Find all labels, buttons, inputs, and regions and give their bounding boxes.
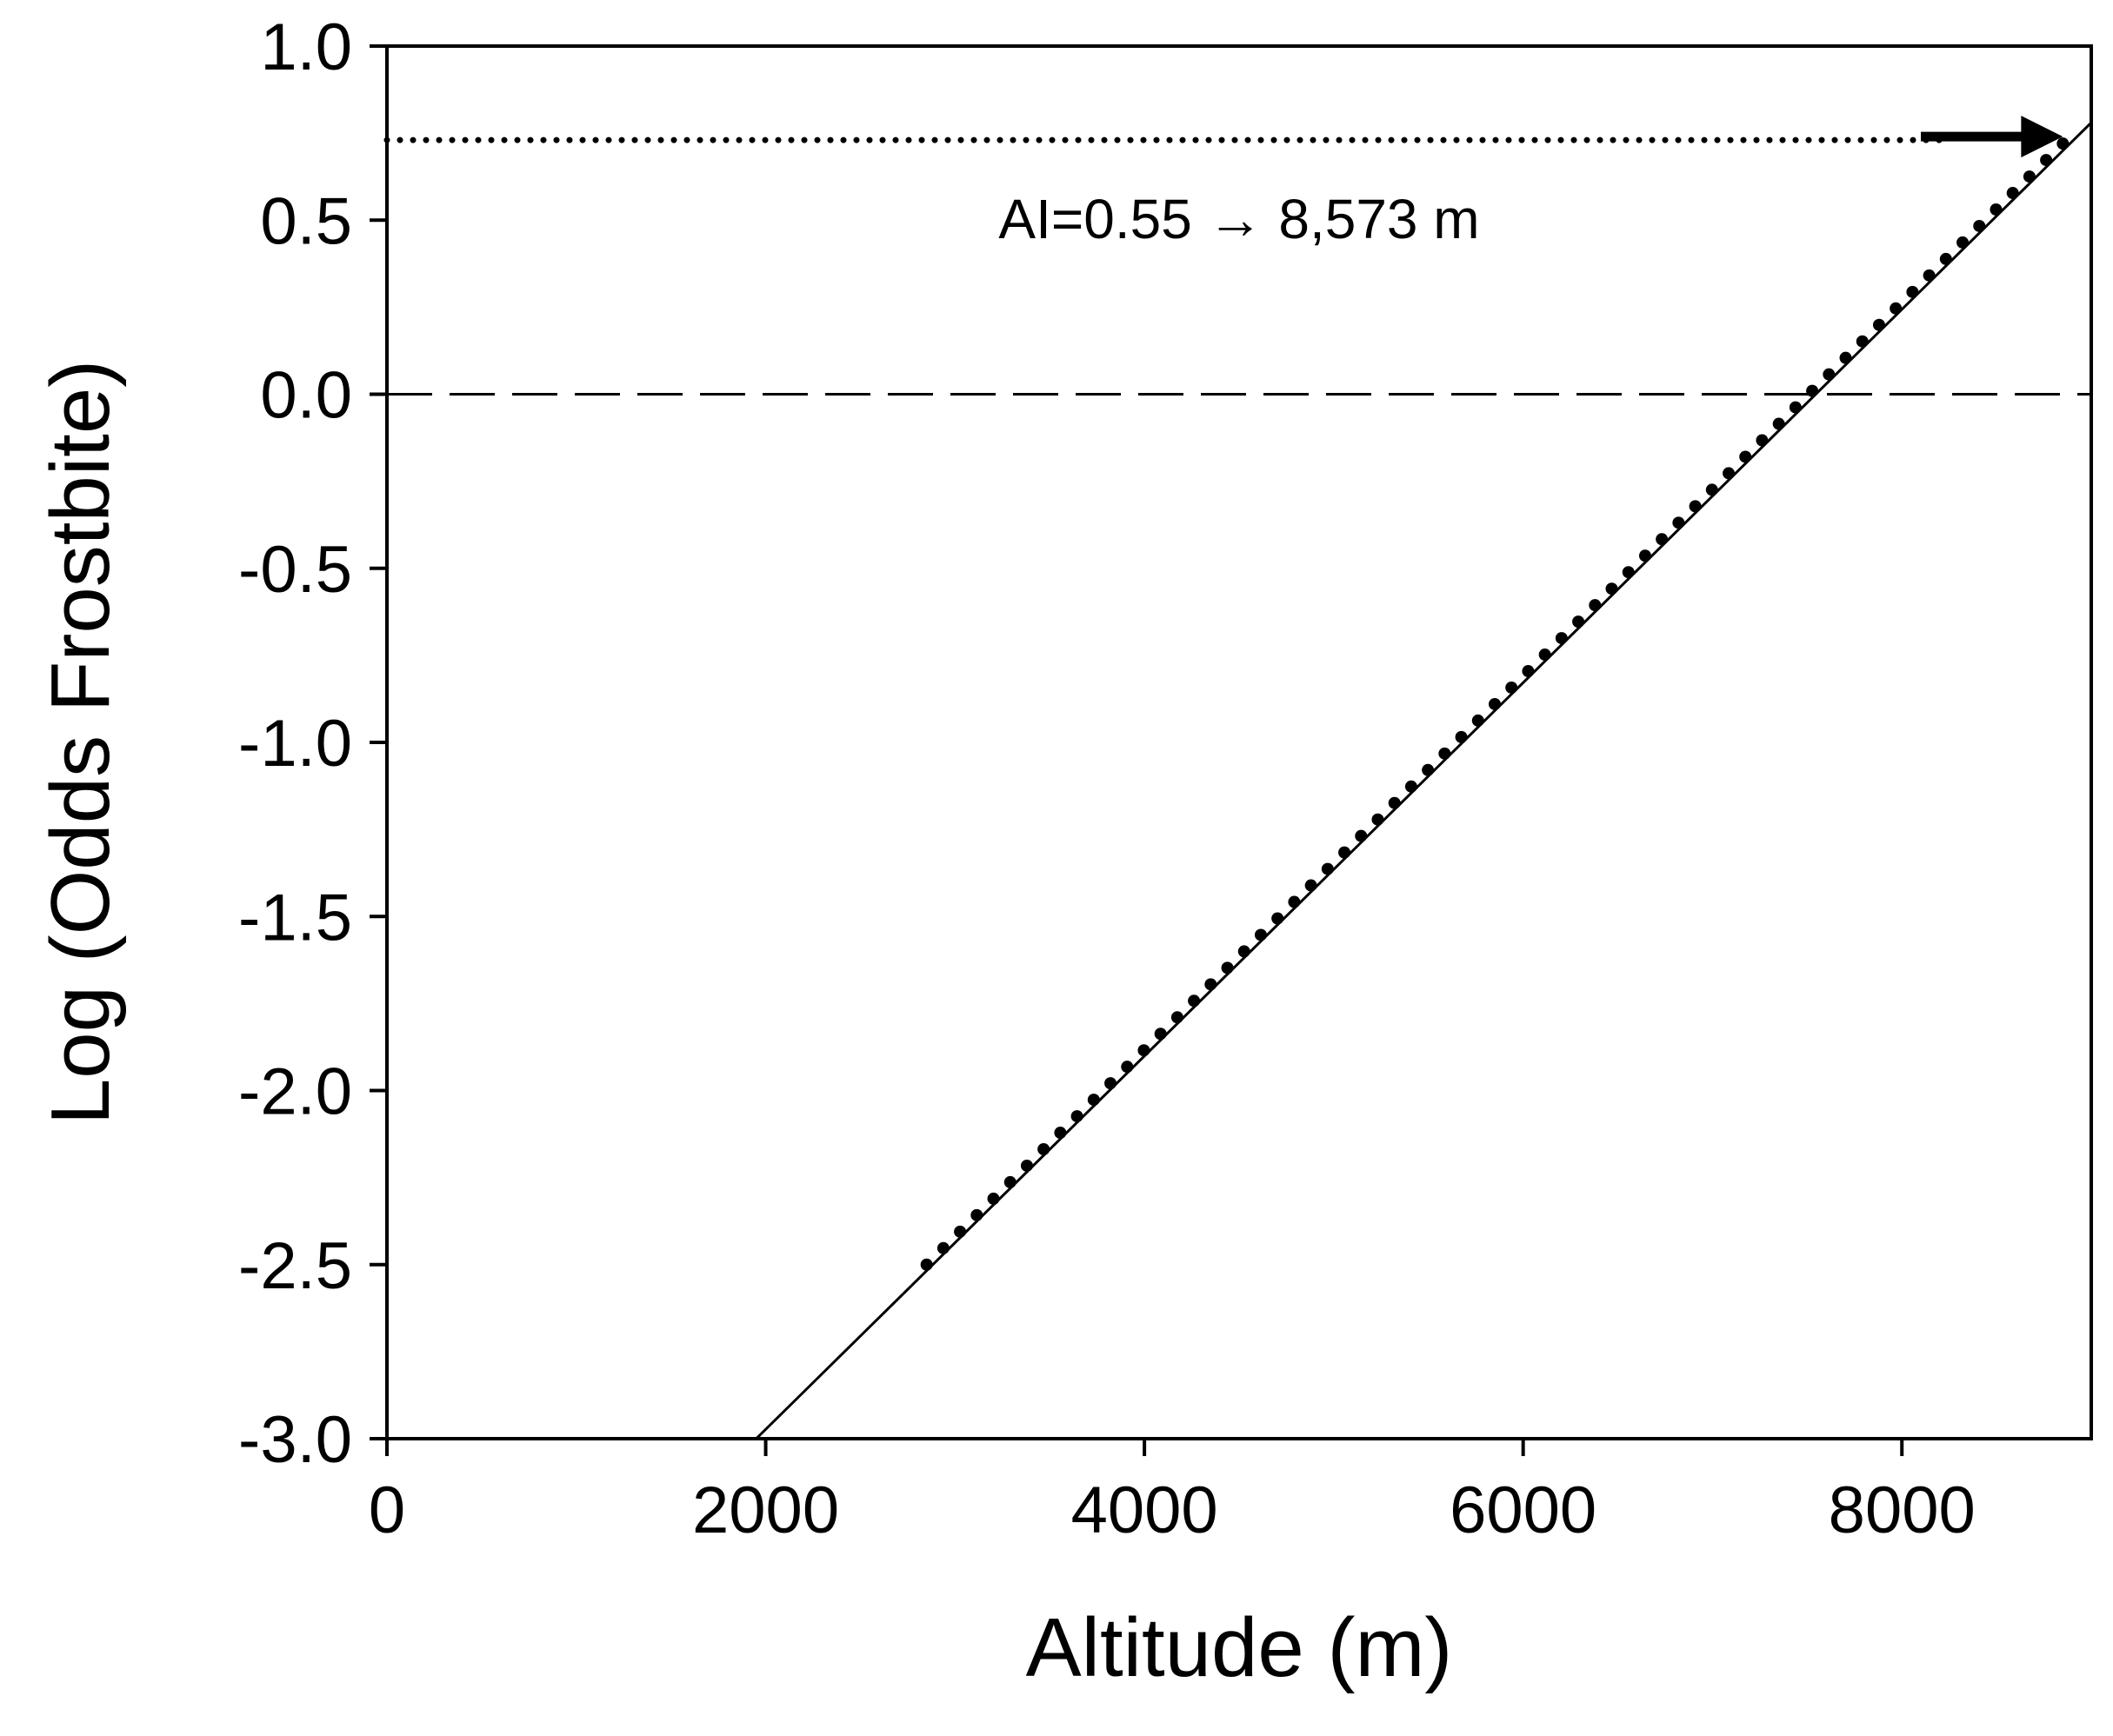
series-point — [2006, 187, 2019, 200]
series-point — [1288, 895, 1301, 908]
series-point — [1872, 318, 1885, 331]
x-tick-label: 8000 — [1829, 1473, 1976, 1547]
y-tick-label: -1.0 — [238, 707, 352, 781]
series-point — [1154, 1028, 1167, 1041]
x-axis-title: Altitude (m) — [1026, 1601, 1453, 1694]
series-point — [1739, 450, 1752, 463]
series-point — [1705, 483, 1718, 496]
series-point — [970, 1208, 983, 1221]
series-point — [1689, 500, 1702, 513]
series-point — [2056, 137, 2070, 150]
series-point — [1956, 236, 1970, 249]
series-point — [1355, 829, 1368, 842]
x-tick-label: 4000 — [1071, 1473, 1218, 1547]
series-point — [1304, 879, 1317, 892]
series-point — [1137, 1044, 1150, 1057]
y-tick-label: -3.0 — [238, 1403, 352, 1477]
dotted-series — [920, 137, 2070, 1271]
series-point — [1806, 384, 1819, 397]
series-point — [1271, 912, 1284, 925]
y-tick-label: 0.0 — [260, 359, 352, 433]
series-point — [1672, 516, 1685, 529]
series-point — [1489, 697, 1501, 710]
series-point — [1204, 978, 1217, 991]
series-point — [1104, 1077, 1117, 1090]
series-point — [1638, 549, 1651, 562]
series-point — [1422, 763, 1435, 776]
series-point — [1237, 945, 1250, 958]
y-axis-title: Log (Odds Frostbite) — [34, 360, 127, 1125]
series-point — [2023, 170, 2036, 183]
series-point — [1371, 813, 1384, 826]
series-point — [1555, 632, 1568, 645]
series-point — [1438, 747, 1451, 760]
series-point — [1756, 434, 1769, 447]
series-point — [1505, 681, 1518, 694]
series-point — [2040, 154, 2053, 167]
y-tick-label: -2.5 — [238, 1229, 352, 1303]
series-point — [1471, 714, 1484, 727]
series-point — [1121, 1061, 1134, 1074]
series-point — [1321, 862, 1334, 875]
y-axis-ticks: 1.0 0.5 0.0 -0.5 -1.0 -1.5 -2.0 -2.5 -3.0 — [238, 10, 387, 1477]
series-point — [1789, 401, 1802, 414]
series-point — [987, 1192, 1000, 1205]
series-point — [1890, 302, 1903, 315]
series-point — [1973, 219, 1986, 232]
series-point — [1923, 269, 1936, 282]
series-point — [954, 1225, 967, 1238]
series-point — [1037, 1142, 1050, 1155]
series-point — [1404, 780, 1417, 793]
x-tick-label: 0 — [369, 1473, 405, 1547]
series-point — [1388, 796, 1401, 809]
series-point — [1188, 994, 1201, 1008]
series-point — [1572, 615, 1585, 629]
series-point — [1605, 582, 1618, 595]
series-point — [1338, 846, 1351, 859]
series-point — [1070, 1110, 1083, 1123]
plot-frame — [385, 44, 2093, 1440]
reference-lines — [383, 136, 2091, 396]
series-point — [1221, 961, 1234, 974]
series-layer — [755, 116, 2093, 1440]
series-point — [1087, 1094, 1100, 1107]
y-tick-label: -1.5 — [238, 881, 352, 954]
series-point — [1839, 351, 1852, 364]
series-point — [1020, 1159, 1033, 1172]
regression-line — [755, 122, 2093, 1440]
series-point — [1656, 533, 1669, 546]
series-point — [1538, 649, 1551, 662]
series-point — [1003, 1175, 1017, 1188]
series-point — [1455, 730, 1468, 743]
series-point — [1906, 285, 1919, 298]
y-tick-label: 0.5 — [260, 184, 352, 258]
y-tick-label: -0.5 — [238, 533, 352, 607]
series-point — [1522, 665, 1535, 678]
series-point — [1990, 203, 2003, 216]
annotation-label: AI=0.55 → 8,573 m — [998, 188, 1479, 250]
series-point — [1170, 1011, 1183, 1024]
x-axis-ticks: 0 2000 4000 6000 8000 — [369, 1439, 1976, 1547]
series-point — [1856, 335, 1869, 348]
series-point — [1622, 566, 1635, 579]
y-tick-label: 1.0 — [260, 10, 352, 84]
x-tick-label: 2000 — [692, 1473, 839, 1547]
x-tick-label: 6000 — [1450, 1473, 1596, 1547]
series-point — [1939, 252, 1952, 265]
series-point — [1254, 928, 1267, 941]
plot-frame-group — [385, 44, 2093, 1440]
series-point — [920, 1258, 933, 1271]
series-point — [1772, 417, 1785, 430]
series-point — [1723, 467, 1736, 480]
series-point — [1589, 599, 1602, 612]
series-point — [1054, 1127, 1067, 1140]
series-point — [1823, 368, 1836, 381]
arrow-right-icon — [1921, 116, 2063, 158]
y-tick-label: -2.0 — [238, 1055, 352, 1129]
arrow-head — [2021, 116, 2063, 158]
series-point — [937, 1241, 950, 1254]
